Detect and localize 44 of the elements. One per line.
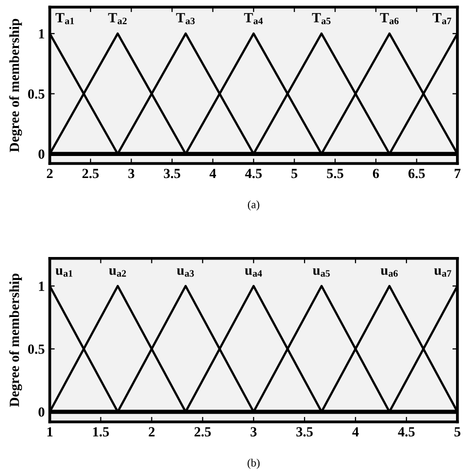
x-axis-title: (a) [248,200,260,211]
y-tick-label: 1 [39,282,44,291]
y-axis-title: Degree of membership [9,274,22,407]
x-tick-label: 2 [148,427,155,436]
x-tick-label: 5 [454,427,460,436]
annotation: u$_{a2}$ [108,268,126,277]
annotation: T$_{a4}$ [244,13,263,24]
x-tick-label: 3.5 [164,168,180,178]
annotation: T$_{a6}$ [380,13,399,24]
annotation: T$_{a7}$ [432,13,452,24]
x-axis-title: (b) [248,458,260,469]
x-tick-label: 6 [372,168,379,178]
y-tick-label: 1 [39,29,44,38]
x-tick-label: 1.5 [93,427,109,437]
x-tick-label: 5 [291,168,298,178]
x-tick-label: 4 [352,427,359,436]
x-tick-label: 4.5 [398,427,415,437]
x-tick-label: 3 [128,168,134,178]
x-tick-label: 3.5 [296,427,313,437]
annotation: u$_{a1}$ [56,268,72,277]
y-tick-label: 0 [38,407,44,417]
x-tick-label: 2.5 [194,427,211,437]
x-tick-label: 4.5 [245,168,262,178]
annotation: u$_{a3}$ [176,268,194,277]
x-tick-label: 1 [47,427,53,436]
x-tick-label: 2 [46,168,53,178]
annotation: u$_{a4}$ [244,268,262,277]
y-axis-title: Degree of membership [9,18,22,152]
x-tick-label: 5.5 [326,168,344,178]
x-tick-label: 6.5 [408,168,425,178]
x-tick-label: 2.5 [82,168,99,178]
annotation: T$_{a2}$ [108,13,127,24]
x-tick-label: 4 [210,168,216,178]
annotation: u$_{a6}$ [380,268,398,277]
x-tick-label: 7 [454,168,461,178]
y-tick-label: 0.5 [28,344,44,354]
annotation: T$_{a1}$ [56,13,74,24]
annotation: T$_{a5}$ [312,13,331,24]
y-tick-label: 0 [38,149,44,159]
annotation: T$_{a3}$ [176,13,195,24]
y-tick-label: 0.5 [28,89,44,99]
x-tick-label: 3 [250,427,257,436]
annotation: u$_{a5}$ [312,268,330,277]
annotation: u$_{a7}$ [434,268,452,277]
